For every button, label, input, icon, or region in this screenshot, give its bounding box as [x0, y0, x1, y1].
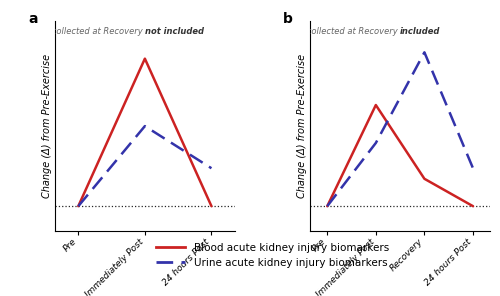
- Y-axis label: Change (Δ) from Pre-Exercise: Change (Δ) from Pre-Exercise: [42, 54, 52, 198]
- Text: included: included: [400, 27, 440, 36]
- Y-axis label: Change (Δ) from Pre-Exercise: Change (Δ) from Pre-Exercise: [298, 54, 308, 198]
- Text: b: b: [284, 12, 293, 26]
- Text: not included: not included: [145, 27, 204, 36]
- Text: Biological samples collected at Recovery: Biological samples collected at Recovery: [0, 27, 145, 36]
- Text: a: a: [28, 12, 38, 26]
- Legend: Blood acute kidney injury biomarkers, Urine acute kidney injury biomarkers: Blood acute kidney injury biomarkers, Ur…: [152, 238, 393, 272]
- Text: Biological samples collected at Recovery: Biological samples collected at Recovery: [226, 27, 400, 36]
